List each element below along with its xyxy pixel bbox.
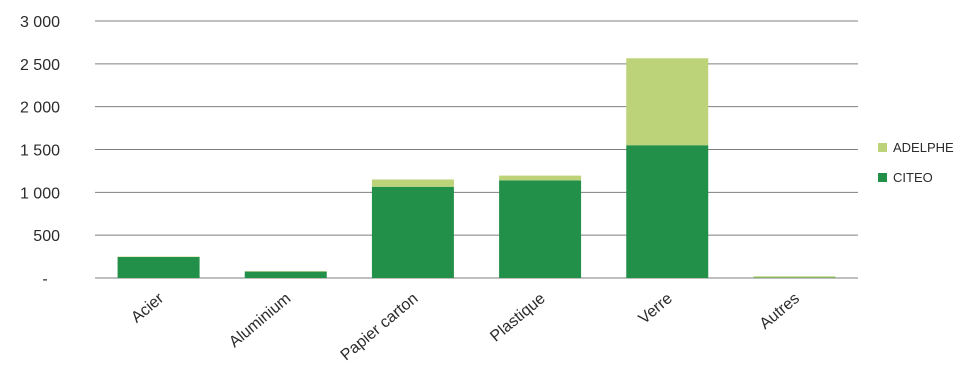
bar-segment-adelphe <box>753 276 836 278</box>
gridlines <box>95 20 858 279</box>
bars <box>117 58 836 278</box>
y-tick-label: 1 500 <box>20 143 60 160</box>
bar-segment-adelphe <box>371 179 454 187</box>
legend-label: ADELPHE <box>893 140 954 155</box>
x-axis-category-labels: Acier Aluminium Papier carton Plastique Verr… <box>128 290 803 365</box>
legend-swatch <box>878 173 887 182</box>
legend-label: CITEO <box>893 170 933 185</box>
y-tick-label: 500 <box>33 228 60 245</box>
bar-segment-citeo <box>244 271 327 278</box>
legend-swatch <box>878 143 887 152</box>
y-tick-label: 2 500 <box>20 57 60 74</box>
bar-segment-citeo <box>371 186 454 278</box>
x-category-label: Verre <box>636 290 676 328</box>
x-category-label: Acier <box>128 290 167 327</box>
bar-segment-citeo <box>499 180 582 278</box>
y-tick-label: - <box>42 271 47 288</box>
y-tick-label: 1 000 <box>20 185 60 202</box>
y-tick-label: 3 000 <box>20 14 60 31</box>
x-category-label: Aluminium <box>226 290 294 351</box>
bar-segment-adelphe <box>626 58 709 146</box>
bar-segment-adelphe <box>499 175 582 181</box>
x-category-label: Plastique <box>487 290 548 345</box>
y-tick-label: 2 000 <box>20 100 60 117</box>
x-category-label: Papier carton <box>338 290 422 364</box>
bar-segment-citeo <box>117 257 200 278</box>
x-category-label: Autres <box>757 290 803 333</box>
bar-segment-citeo <box>626 145 709 278</box>
y-axis-tick-labels: - 500 1 000 1 500 2 000 2 500 3 000 <box>20 14 60 288</box>
legend: ADELPHE CITEO <box>878 140 954 185</box>
